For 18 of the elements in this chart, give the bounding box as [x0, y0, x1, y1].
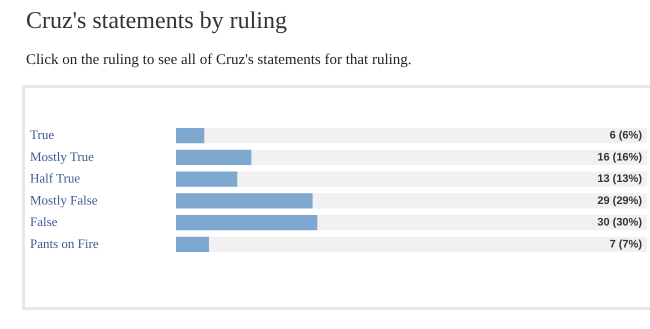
data-label: 29 (29%): [597, 194, 642, 207]
data-label: 6 (6%): [610, 130, 642, 142]
bar: [176, 236, 209, 252]
data-label: 30 (30%): [597, 216, 642, 229]
y-tick-label: Mostly True: [30, 148, 94, 164]
y-tick-label: Half True: [30, 170, 80, 186]
y-tick-label: Pants on Fire: [30, 236, 99, 251]
y-tick-label: Mostly False: [30, 192, 98, 208]
bar: [176, 150, 252, 166]
data-label: 7 (7%): [610, 238, 642, 250]
y-tick-label: True: [30, 127, 54, 142]
bar: [176, 128, 204, 144]
bar: [176, 172, 238, 187]
chart-subtitle: Click on the ruling to see all of Cruz's statements for that ruling.: [26, 52, 413, 69]
data-label: 16 (16%): [597, 151, 642, 164]
data-label: 13 (13%): [597, 173, 642, 186]
y-tick-label: False: [30, 214, 58, 230]
chart-title: Cruz's statements by ruling: [26, 8, 288, 35]
